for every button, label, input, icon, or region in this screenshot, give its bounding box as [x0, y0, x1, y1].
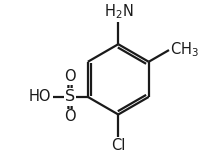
Text: CH$_3$: CH$_3$: [170, 41, 199, 59]
Text: Cl: Cl: [111, 138, 125, 153]
Text: O: O: [64, 109, 76, 124]
Text: HO: HO: [29, 89, 51, 104]
Text: H$_2$N: H$_2$N: [104, 2, 133, 21]
Text: O: O: [64, 69, 76, 84]
Text: S: S: [65, 89, 75, 104]
